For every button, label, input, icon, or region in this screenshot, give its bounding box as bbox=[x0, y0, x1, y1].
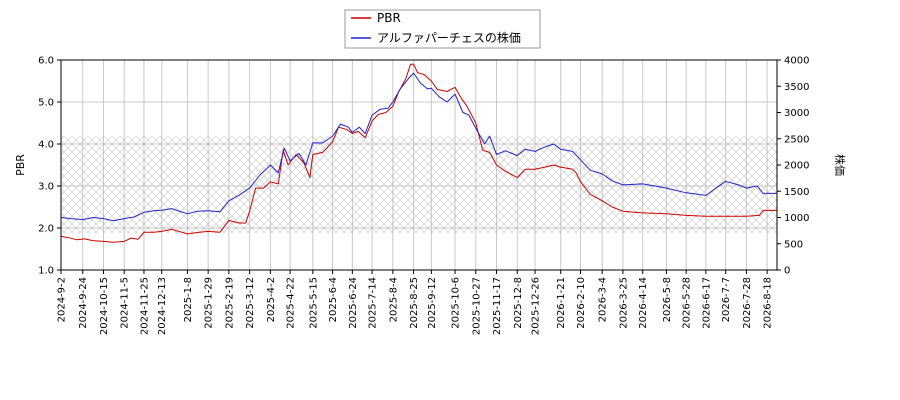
series-line-pbr bbox=[61, 63, 777, 243]
x-tick-label: 2025-12-26 bbox=[531, 277, 542, 335]
x-tick-label: 2025-12-8 bbox=[513, 277, 524, 329]
legend-label-price: アルファパーチェスの株価 bbox=[377, 30, 521, 45]
y-left-tick-label: 1.0 bbox=[38, 266, 54, 277]
x-tick-label: 2025-4-2 bbox=[266, 277, 277, 322]
y-right-tick-label: 4000 bbox=[784, 56, 809, 67]
x-tick-label: 2026-5-8 bbox=[662, 277, 673, 322]
y-right-tick-label: 3500 bbox=[784, 82, 809, 93]
x-tick-label: 2025-7-14 bbox=[368, 277, 379, 329]
y-right-tick-label: 500 bbox=[784, 239, 803, 250]
x-tick-label: 2026-6-17 bbox=[701, 277, 712, 329]
x-tick-label: 2025-10-27 bbox=[471, 277, 482, 335]
x-tick-label: 2025-11-17 bbox=[492, 277, 503, 335]
x-tick-label: 2026-5-28 bbox=[682, 277, 693, 329]
x-tick-label: 2026-4-14 bbox=[638, 277, 649, 329]
x-tick-label: 2025-3-12 bbox=[245, 277, 256, 329]
legend-label-pbr: PBR bbox=[377, 11, 401, 25]
x-tick-label: 2024-11-5 bbox=[120, 277, 131, 329]
y-left-tick-label: 6.0 bbox=[38, 56, 54, 67]
x-tick-label: 2026-8-18 bbox=[763, 277, 774, 329]
x-tick-label: 2026-7-28 bbox=[742, 277, 753, 329]
y-right-tick-label: 1500 bbox=[784, 187, 809, 198]
x-tick-label: 2024-12-13 bbox=[157, 277, 168, 335]
legend: PBR アルファパーチェスの株価 bbox=[344, 9, 541, 49]
y-right-tick-label: 2000 bbox=[784, 161, 809, 172]
x-tick-label: 2026-7-7 bbox=[721, 277, 732, 322]
x-tick-label: 2025-8-4 bbox=[388, 277, 399, 322]
x-tick-label: 2025-5-15 bbox=[308, 277, 319, 329]
x-tick-label: 2024-10-15 bbox=[99, 277, 110, 335]
x-tick-label: 2025-1-8 bbox=[183, 277, 194, 322]
x-tick-label: 2024-11-25 bbox=[139, 277, 150, 335]
hatch-band bbox=[61, 136, 777, 234]
y-left-tick-label: 3.0 bbox=[38, 182, 54, 193]
y-left-tick-label: 5.0 bbox=[38, 98, 54, 109]
x-tick-label: 2026-1-21 bbox=[556, 277, 567, 329]
series-line-price bbox=[61, 72, 777, 222]
x-tick-label: 2025-6-24 bbox=[348, 277, 359, 329]
x-tick-label: 2025-10-6 bbox=[451, 277, 462, 329]
axes: 2024-9-2 2024-9-24 2024-10-15 2024-11-5 2024… bbox=[38, 56, 809, 336]
y-right-tick-label: 0 bbox=[784, 266, 790, 277]
x-tick-label: 2025-9-12 bbox=[427, 277, 438, 329]
legend-box bbox=[344, 9, 541, 49]
y-left-tick-label: 4.0 bbox=[38, 140, 54, 151]
x-tick-label: 2025-1-29 bbox=[204, 277, 215, 329]
x-tick-label: 2026-2-10 bbox=[576, 277, 587, 329]
y-right-tick-label: 2500 bbox=[784, 134, 809, 145]
x-tick-label: 2025-8-25 bbox=[409, 277, 420, 329]
x-tick-label: 2024-9-24 bbox=[78, 277, 89, 329]
x-tick-label: 2025-4-22 bbox=[286, 277, 297, 329]
y-right-tick-label: 3000 bbox=[784, 108, 809, 119]
y-axis-right-title: 株価 bbox=[833, 154, 847, 176]
y-right-tick-label: 1000 bbox=[784, 213, 809, 224]
x-tick-label: 2025-6-4 bbox=[328, 277, 339, 322]
x-tick-label: 2024-9-2 bbox=[57, 277, 68, 322]
x-tick-label: 2026-3-25 bbox=[618, 277, 629, 329]
y-axis-left-title: PBR bbox=[14, 154, 27, 176]
x-tick-label: 2025-2-19 bbox=[224, 277, 235, 329]
x-tick-label: 2026-3-4 bbox=[598, 277, 609, 322]
series-group bbox=[61, 63, 777, 243]
y-left-tick-label: 2.0 bbox=[38, 224, 54, 235]
